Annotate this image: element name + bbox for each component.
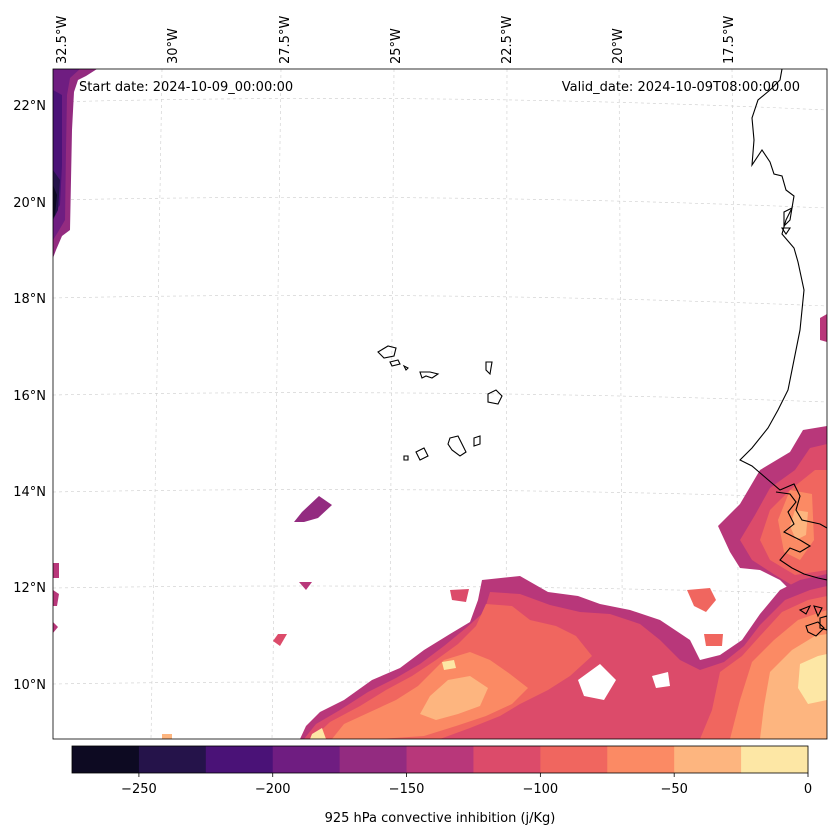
cin-contour xyxy=(332,652,528,739)
cin-contour xyxy=(687,588,716,612)
lon-label: 25°W xyxy=(389,28,404,64)
lat-label: 10°N xyxy=(13,678,46,693)
colorbar-segment xyxy=(272,746,341,773)
cin-gap xyxy=(652,672,670,688)
colorbar-frame xyxy=(71,745,809,774)
cin-contour xyxy=(820,314,827,342)
cin-gap xyxy=(578,664,616,700)
cin-contour xyxy=(53,622,58,633)
cin-contour xyxy=(442,660,456,670)
colorbar-segments xyxy=(72,746,809,773)
colorbar-label: 925 hPa convective inhibition (j/Kg) xyxy=(325,811,556,826)
cin-contour xyxy=(790,510,808,540)
africa-coastline xyxy=(739,69,827,529)
lat-label: 18°N xyxy=(13,292,46,307)
gridline-lat xyxy=(53,489,827,499)
island-santo-antao xyxy=(377,345,397,359)
colorbar-tick-label: −250 xyxy=(121,782,157,797)
longitude-labels: 32.5°W 30°W 27.5°W 25°W 22.5°W 20°W 17.5… xyxy=(55,16,737,64)
plot-area xyxy=(53,69,827,739)
cin-contour xyxy=(420,676,488,720)
lon-label: 20°W xyxy=(611,28,626,64)
lat-label: 14°N xyxy=(13,485,46,500)
valid-date-label: Valid_date: 2024-10-09T08:00:00.00 xyxy=(562,80,800,95)
cin-contour xyxy=(294,496,332,522)
cin-contour xyxy=(53,563,59,578)
gridline-lat xyxy=(53,392,827,403)
lon-label: 32.5°W xyxy=(55,16,70,64)
colorbar-segment xyxy=(339,746,408,773)
lat-label: 12°N xyxy=(13,581,46,596)
colorbar-tick-label: −50 xyxy=(660,782,687,797)
cin-contour xyxy=(273,634,287,646)
gridline-lat xyxy=(53,681,827,691)
latitude-labels: 22°N 20°N 18°N 16°N 14°N 12°N 10°N xyxy=(13,99,46,693)
cin-contour xyxy=(53,590,59,606)
lon-label: 27.5°W xyxy=(278,16,293,64)
coastlines xyxy=(739,69,827,637)
island-santa-luzia xyxy=(402,364,409,371)
lat-label: 22°N xyxy=(13,99,46,114)
lon-label: 22.5°W xyxy=(500,16,515,64)
colorbar-tick-label: 0 xyxy=(804,782,812,797)
lon-label: 17.5°W xyxy=(722,16,737,64)
cin-contour xyxy=(53,185,57,218)
gridline-lon xyxy=(731,69,741,739)
island-sao-vicente xyxy=(389,359,401,367)
cin-region-small-cells xyxy=(53,314,827,739)
island-maio xyxy=(473,435,481,447)
lat-label: 16°N xyxy=(13,389,46,404)
cin-contour xyxy=(798,654,827,704)
colorbar-tick-label: −150 xyxy=(389,782,425,797)
cin-contour xyxy=(310,728,326,739)
island-santiago xyxy=(447,435,467,457)
gridline-lon xyxy=(271,69,282,739)
gridline-lon xyxy=(388,69,395,739)
cin-contour xyxy=(704,634,723,646)
cin-contour xyxy=(162,734,172,739)
cin-contour xyxy=(299,582,312,590)
africa-coastline xyxy=(783,207,793,228)
cin-region-coast xyxy=(718,426,827,600)
island-brava xyxy=(403,455,409,461)
gridline-lat xyxy=(53,98,827,111)
cin-contour xyxy=(450,589,469,602)
island-sao-nicolau xyxy=(419,371,440,379)
colorbar-segment xyxy=(205,746,274,773)
lon-label: 30°W xyxy=(166,28,181,64)
gridline-lat xyxy=(53,295,827,307)
colorbar-tick-label: −100 xyxy=(523,782,559,797)
gridline-lon xyxy=(150,69,163,739)
colorbar-ticks: −250 −200 −150 −100 −50 0 xyxy=(121,773,812,797)
cin-region-northwest xyxy=(53,69,97,258)
colorbar-segment xyxy=(72,746,140,773)
gridline-lat xyxy=(53,197,827,209)
colorbar-segment xyxy=(138,746,207,773)
colorbar-tick-label: −200 xyxy=(255,782,291,797)
gridline-lat xyxy=(53,585,827,595)
colorbar-segment xyxy=(741,746,809,773)
plot-frame xyxy=(52,68,828,740)
africa-coastline xyxy=(775,491,827,581)
island-fogo xyxy=(415,447,429,461)
lat-label: 20°N xyxy=(13,196,46,211)
cape-verde-islands xyxy=(377,345,503,461)
colorbar-segment xyxy=(540,746,608,773)
colorbar-segment xyxy=(607,746,675,773)
colorbar-segment xyxy=(473,746,541,773)
guinea-bissau-islands xyxy=(798,604,827,637)
colorbar-segment xyxy=(406,746,474,773)
africa-coastline xyxy=(780,227,792,235)
island-boa-vista xyxy=(487,389,503,405)
colorbar-segment xyxy=(674,746,742,773)
island-sal xyxy=(485,361,493,376)
cin-region-south-band xyxy=(300,574,827,739)
colorbar: −250 −200 −150 −100 −50 0 925 hPa convective … xyxy=(71,745,812,826)
start-date-label: Start date: 2024-10-09_00:00:00 xyxy=(79,80,293,95)
